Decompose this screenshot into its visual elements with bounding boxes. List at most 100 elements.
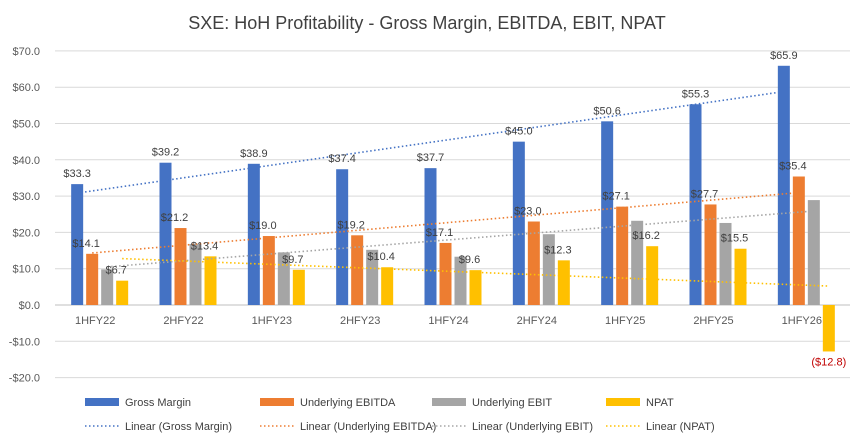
data-label: $10.4 — [367, 251, 395, 263]
data-label: $19.0 — [249, 220, 277, 232]
bar-npat — [557, 260, 570, 305]
bar-gross-margin — [601, 121, 614, 306]
data-label: $21.2 — [161, 212, 189, 224]
bar-gross-margin — [71, 184, 84, 305]
bar-underlying-ebitda — [704, 204, 717, 305]
y-axis: -$20.0 -$10.0 $0.0 $10.0 $20.0 $30.0 $40.0 $50.… — [9, 46, 40, 385]
legend-label: NPAT — [646, 397, 674, 409]
bar-gross-margin — [424, 168, 437, 305]
data-label: $55.3 — [682, 88, 710, 100]
legend-swatch — [260, 398, 294, 406]
bar-underlying-ebitda — [792, 176, 805, 305]
data-label: $37.4 — [328, 153, 356, 165]
data-label: $6.7 — [105, 265, 126, 277]
data-label: $15.5 — [721, 233, 749, 245]
bar-underlying-ebit — [454, 256, 467, 305]
y-tick-label: -$20.0 — [9, 373, 40, 385]
bar-npat — [822, 305, 835, 352]
category-label: 2HFY24 — [517, 315, 557, 327]
legend-swatch — [606, 398, 640, 406]
bar-underlying-ebit — [189, 244, 202, 305]
data-label: $35.4 — [779, 160, 807, 172]
data-label: $50.6 — [593, 105, 621, 117]
legend-trend-label: Linear (Underlying EBITDA) — [300, 421, 436, 433]
data-label: $37.7 — [417, 152, 445, 164]
bar-npat — [292, 269, 305, 305]
bar-npat — [204, 256, 217, 305]
data-label: $27.7 — [691, 188, 719, 200]
data-label: $13.4 — [191, 240, 219, 252]
bar-gross-margin — [777, 65, 790, 306]
y-tick-label: $60.0 — [12, 82, 40, 94]
legend-trend-label: Linear (Underlying EBIT) — [472, 421, 593, 433]
legend-label: Gross Margin — [125, 397, 191, 409]
y-tick-label: $70.0 — [12, 46, 40, 58]
y-tick-label: $40.0 — [12, 155, 40, 167]
bar-npat — [469, 270, 482, 305]
bar-underlying-ebit — [719, 222, 732, 305]
bar-gross-margin — [159, 162, 172, 305]
gridlines — [55, 50, 850, 379]
legend-trend-label: Linear (Gross Margin) — [125, 421, 232, 433]
legend-swatch — [85, 398, 119, 406]
trendline-npat — [122, 257, 829, 287]
bar-npat — [116, 280, 129, 305]
data-label: $27.1 — [602, 191, 630, 203]
bar-underlying-ebitda — [439, 242, 452, 305]
data-label: $16.2 — [632, 230, 660, 242]
bar-underlying-ebit — [542, 234, 555, 305]
bar-gross-margin — [247, 163, 260, 305]
legend: Gross Margin Underlying EBITDA Underlying … — [85, 397, 715, 433]
bar-gross-margin — [336, 169, 349, 305]
legend-trend-label: Linear (NPAT) — [646, 421, 715, 433]
data-label: $39.2 — [152, 147, 180, 159]
bars — [71, 65, 835, 352]
y-tick-label: $0.0 — [19, 300, 40, 312]
category-label: 1HFY26 — [782, 315, 822, 327]
y-tick-label: $10.0 — [12, 264, 40, 276]
category-label: 2HFY25 — [693, 315, 733, 327]
data-labels: $33.3 $39.2 $38.9 $37.4 $37.7 $45.0 $50.6 $55.3… — [63, 50, 846, 369]
category-label: 1HFY24 — [428, 315, 468, 327]
bar-underlying-ebit — [101, 269, 114, 305]
data-label: $17.1 — [426, 227, 454, 239]
data-label: ($12.8) — [811, 356, 846, 368]
bar-underlying-ebit — [807, 200, 820, 305]
bar-underlying-ebitda — [616, 206, 629, 305]
y-tick-label: $30.0 — [12, 191, 40, 203]
bar-underlying-ebitda — [174, 228, 187, 305]
legend-swatch — [432, 398, 466, 406]
data-label: $65.9 — [770, 50, 798, 62]
category-label: 1HFY23 — [252, 315, 292, 327]
bar-npat — [381, 267, 394, 305]
chart-title: SXE: HoH Profitability - Gross Margin, E… — [188, 13, 665, 33]
data-label: $19.2 — [337, 219, 365, 231]
bar-underlying-ebit — [366, 249, 379, 305]
category-label: 2HFY22 — [163, 315, 203, 327]
data-label: $45.0 — [505, 126, 533, 138]
bar-gross-margin — [512, 141, 525, 305]
y-tick-label: $50.0 — [12, 119, 40, 131]
x-axis: 1HFY22 2HFY22 1HFY23 2HFY23 1HFY24 2HFY24 1HFY… — [75, 315, 822, 327]
legend-label: Underlying EBITDA — [300, 397, 396, 409]
data-label: $38.9 — [240, 148, 268, 160]
category-label: 2HFY23 — [340, 315, 380, 327]
category-label: 1HFY22 — [75, 315, 115, 327]
bar-underlying-ebitda — [527, 221, 540, 305]
bar-npat — [646, 246, 659, 305]
y-tick-label: $20.0 — [12, 227, 40, 239]
bar-underlying-ebitda — [262, 236, 275, 305]
y-tick-label: -$10.0 — [9, 336, 40, 348]
data-label: $9.6 — [459, 254, 480, 266]
data-label: $33.3 — [63, 168, 91, 180]
bar-npat — [734, 248, 747, 305]
trendline-gross-margin — [77, 90, 784, 194]
data-label: $14.1 — [72, 238, 100, 250]
category-label: 1HFY25 — [605, 315, 645, 327]
data-label: $12.3 — [544, 244, 572, 256]
legend-label: Underlying EBIT — [472, 397, 552, 409]
bar-underlying-ebitda — [86, 253, 99, 305]
bar-underlying-ebit — [631, 220, 644, 305]
data-label: $9.7 — [282, 254, 303, 266]
